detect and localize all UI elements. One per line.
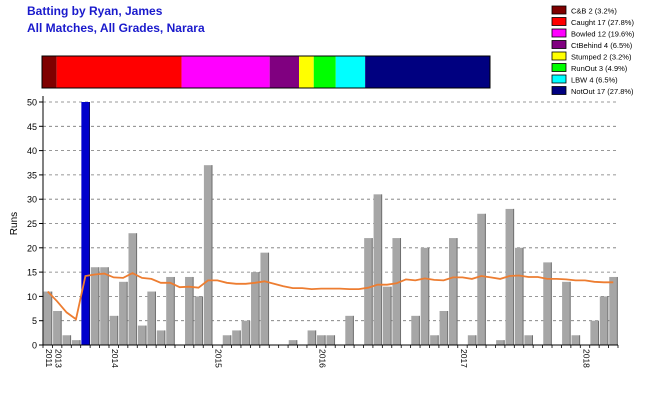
dismissal-segment: [365, 56, 490, 88]
y-tick-label: 15: [27, 268, 37, 278]
y-tick-label: 25: [27, 219, 37, 229]
x-year-label: 2018: [581, 349, 591, 368]
x-year-label: 2017: [459, 349, 469, 368]
y-tick-label: 45: [27, 122, 37, 132]
innings-bar: [345, 315, 354, 345]
innings-bar: [477, 213, 486, 345]
legend-label: Caught 17 (27.8%): [571, 18, 634, 27]
y-tick-label: 0: [32, 341, 37, 351]
dismissal-segment: [56, 56, 182, 88]
legend-swatch: [551, 63, 567, 72]
legend-label: C&B 2 (3.2%): [571, 7, 617, 16]
innings-bar: [137, 325, 147, 345]
legend-label: Stumped 2 (3.2%): [571, 53, 632, 62]
innings-bar: [543, 262, 552, 345]
innings-bar: [166, 276, 175, 345]
legend-label: LBW 4 (6.5%): [571, 76, 618, 85]
y-tick-label: 50: [27, 98, 37, 108]
innings-bar: [109, 315, 118, 345]
innings-bar: [203, 165, 213, 345]
innings-bar: [430, 335, 439, 345]
innings-bar: [100, 267, 109, 345]
chart-subtitle: All Matches, All Grades, Narara: [27, 21, 205, 35]
legend-swatch: [551, 86, 567, 95]
innings-bar: [439, 310, 448, 345]
innings-bar: [307, 330, 316, 345]
x-year-label: 2015: [214, 349, 224, 368]
innings-bar: [185, 276, 194, 345]
legend-label: CtBehind 4 (6.5%): [571, 41, 633, 50]
legend-swatch: [551, 17, 567, 26]
dismissal-segment: [335, 56, 366, 88]
y-tick-label: 30: [27, 195, 37, 205]
innings-bar: [496, 340, 505, 345]
y-tick-label: 20: [27, 243, 37, 253]
innings-bar: [326, 335, 335, 345]
legend-swatch: [551, 28, 567, 38]
legend-label: Bowled 12 (19.6%): [571, 30, 635, 39]
innings-bar: [81, 102, 90, 345]
innings-bar: [222, 335, 231, 345]
innings-bar: [364, 238, 373, 345]
innings-bar: [251, 272, 260, 345]
innings-bar: [392, 238, 401, 345]
innings-bar: [43, 291, 52, 345]
innings-bar: [571, 335, 580, 345]
innings-bar: [119, 281, 128, 345]
innings-bar: [71, 340, 81, 345]
innings-bar: [590, 320, 599, 345]
innings-bar: [383, 286, 392, 345]
innings-bar: [467, 335, 476, 345]
dismissal-segment: [269, 56, 300, 88]
y-tick-label: 35: [27, 170, 37, 180]
innings-bar: [448, 238, 458, 345]
dismissal-segment: [299, 56, 314, 88]
innings-bar: [156, 330, 165, 345]
innings-bar: [609, 276, 618, 345]
innings-bar: [288, 340, 297, 345]
innings-bar: [62, 335, 71, 345]
innings-bar: [562, 281, 571, 345]
innings-bar: [53, 310, 62, 345]
dismissal-segment: [42, 56, 57, 88]
innings-bar: [260, 252, 269, 345]
innings-bar: [524, 335, 533, 345]
y-tick-label: 5: [32, 316, 37, 326]
innings-bar: [90, 267, 99, 345]
x-year-label: 2011: [44, 349, 54, 368]
y-tick-label: 40: [27, 146, 37, 156]
chart-title: Batting by Ryan, James: [27, 4, 163, 18]
legend-swatch: [551, 40, 567, 49]
innings-bar: [147, 291, 156, 345]
innings-bar: [411, 315, 420, 345]
legend-swatch: [551, 74, 567, 84]
dismissal-segment: [181, 56, 270, 88]
innings-bar: [373, 194, 382, 345]
legend-swatch: [551, 5, 567, 15]
dismissal-strip-border: [41, 55, 491, 89]
legend-label: RunOut 3 (4.9%): [571, 64, 628, 73]
y-axis-title: Runs: [9, 212, 20, 235]
innings-bar: [232, 330, 241, 345]
legend-swatch: [551, 51, 567, 61]
x-year-label: 2016: [317, 349, 327, 368]
innings-bar: [599, 296, 608, 345]
innings-bar: [128, 233, 137, 345]
innings-bar: [505, 208, 514, 345]
y-tick-label: 10: [27, 292, 37, 302]
innings-bar: [317, 335, 326, 345]
x-year-label: 2014: [110, 349, 120, 368]
innings-bar: [241, 320, 250, 345]
innings-bar: [514, 247, 524, 345]
dismissal-segment: [313, 56, 336, 88]
legend-label: NotOut 17 (27.8%): [571, 87, 634, 96]
x-year-label: 2013: [53, 349, 63, 368]
innings-bar: [194, 296, 203, 345]
average-line: [47, 272, 614, 321]
innings-bar: [420, 247, 429, 345]
